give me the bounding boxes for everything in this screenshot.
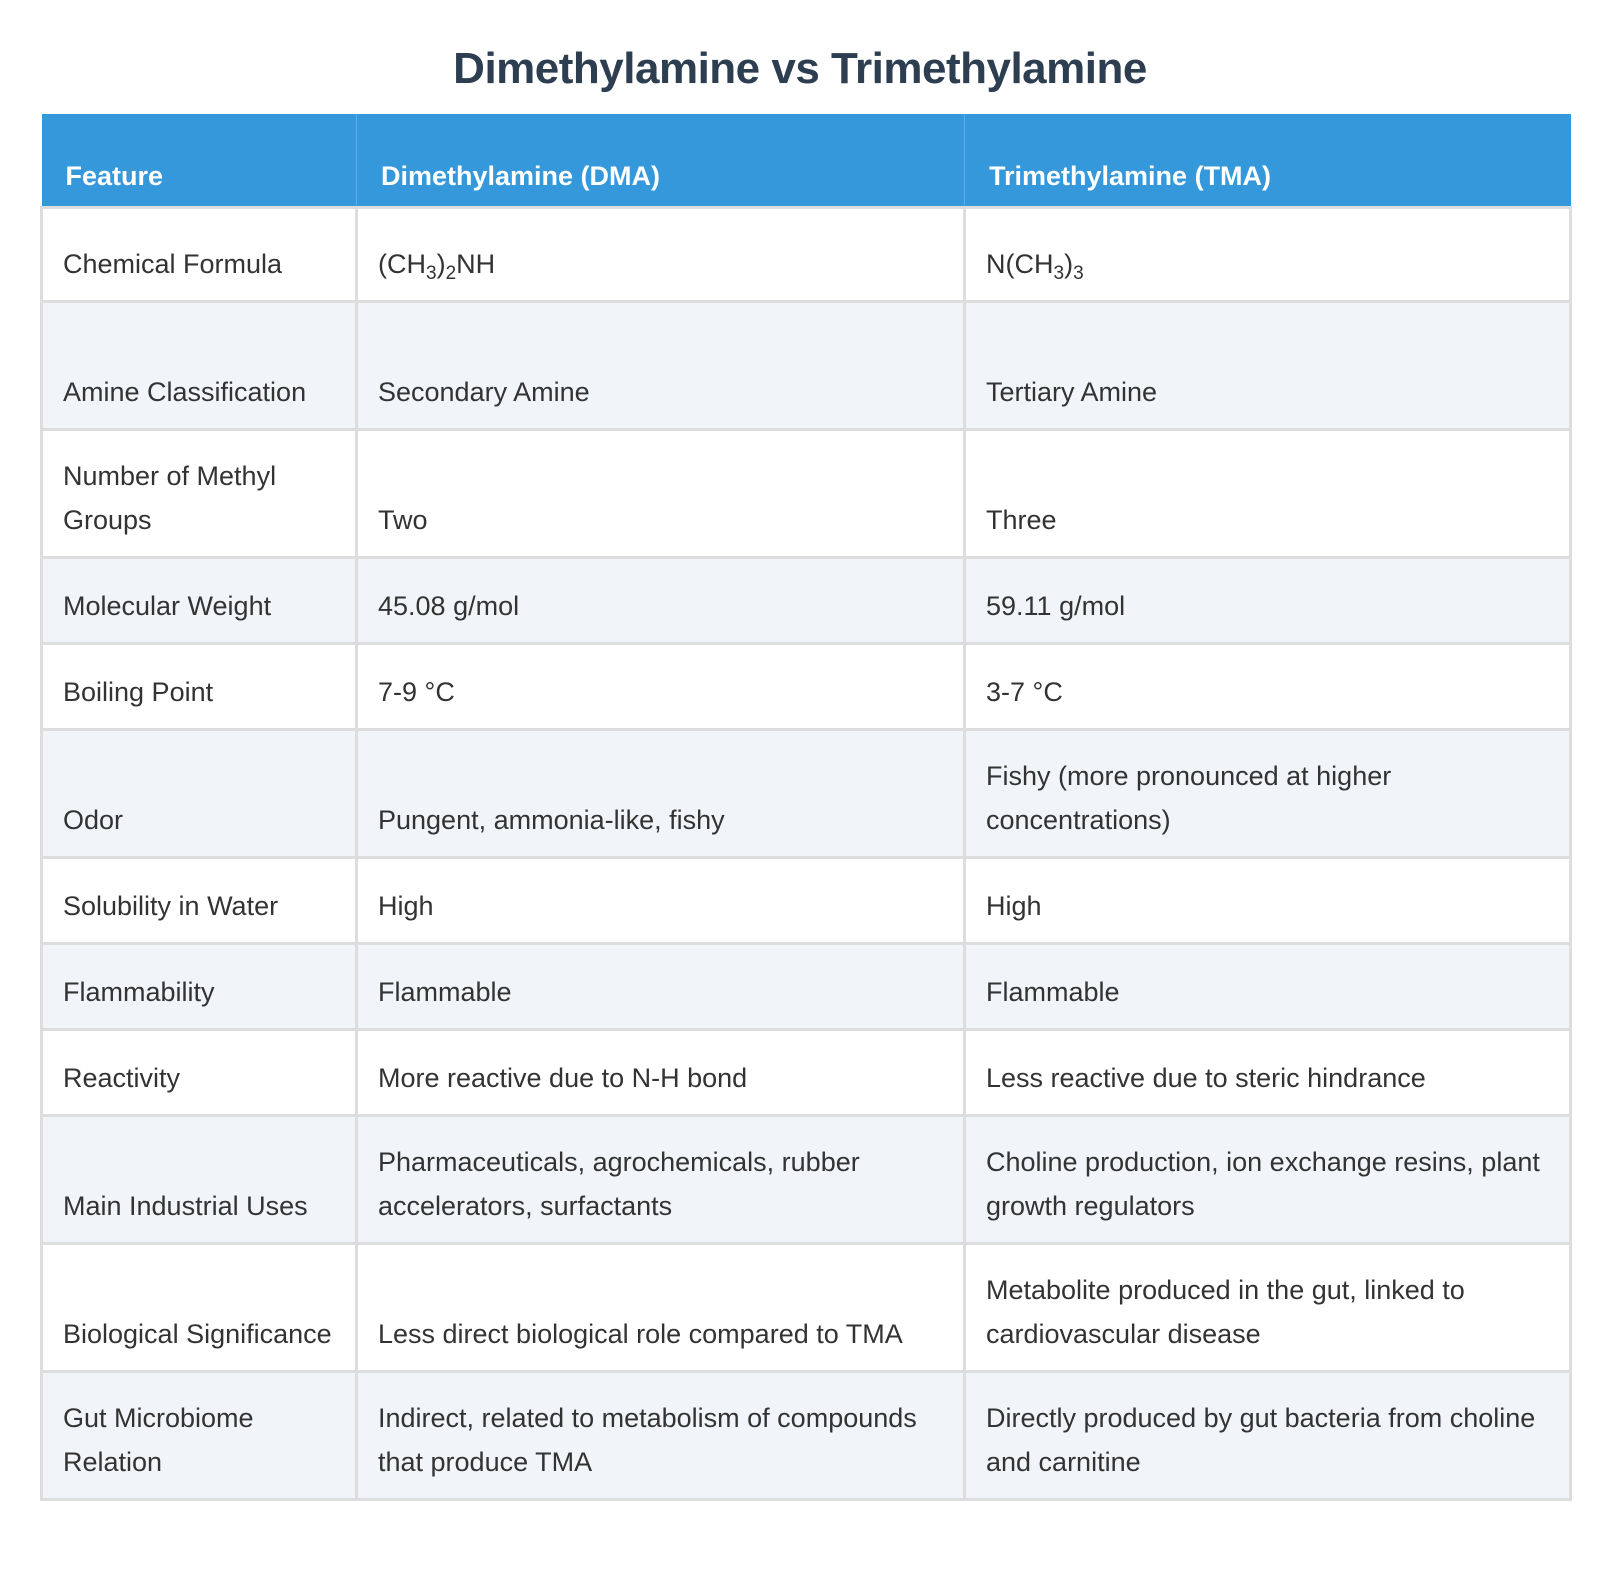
header-feature: Feature xyxy=(41,114,357,208)
cell-tma: 3-7 °C xyxy=(963,642,1572,731)
cell-tma: Fishy (more pronounced at higher concent… xyxy=(963,728,1572,859)
page-title: Dimethylamine vs Trimethylamine xyxy=(453,44,1147,93)
cell-tma: N(CH3)3 xyxy=(963,206,1572,303)
cell-feature: Boiling Point xyxy=(40,642,358,731)
cell-feature: Biological Significance xyxy=(40,1242,358,1373)
cell-dma: High xyxy=(355,856,966,945)
table-row: Chemical Formula (CH3)2NH N(CH3)3 xyxy=(40,206,1572,303)
table-row: Main Industrial Uses Pharmaceuticals, agr… xyxy=(40,1114,1572,1245)
cell-dma: Pungent, ammonia-like, fishy xyxy=(355,728,966,859)
cell-dma: Secondary Amine xyxy=(355,300,966,431)
table-row: Number of Methyl Groups Two Three xyxy=(40,428,1572,559)
table-row: Solubility in Water High High xyxy=(40,856,1572,945)
cell-feature: Molecular Weight xyxy=(40,556,358,645)
cell-feature: Main Industrial Uses xyxy=(40,1114,358,1245)
cell-tma: High xyxy=(963,856,1572,945)
cell-dma: Two xyxy=(355,428,966,559)
cell-tma: Three xyxy=(963,428,1572,559)
cell-feature: Chemical Formula xyxy=(40,206,358,303)
cell-tma: Flammable xyxy=(963,942,1572,1031)
cell-tma: Tertiary Amine xyxy=(963,300,1572,431)
header-dma: Dimethylamine (DMA) xyxy=(356,114,965,208)
header-tma: Trimethylamine (TMA) xyxy=(964,114,1571,208)
cell-tma: Choline production, ion exchange resins,… xyxy=(963,1114,1572,1245)
cell-tma: Directly produced by gut bacteria from c… xyxy=(963,1370,1572,1501)
cell-feature: Gut Microbiome Relation xyxy=(40,1370,358,1501)
cell-tma: 59.11 g/mol xyxy=(963,556,1572,645)
cell-dma: 45.08 g/mol xyxy=(355,556,966,645)
table-row: Molecular Weight 45.08 g/mol 59.11 g/mol xyxy=(40,556,1572,645)
cell-tma: Less reactive due to steric hindrance xyxy=(963,1028,1572,1117)
table-header-row: Feature Dimethylamine (DMA) Trimethylami… xyxy=(41,114,1571,208)
table-row: Reactivity More reactive due to N-H bond L… xyxy=(40,1028,1572,1117)
cell-dma: Less direct biological role compared to … xyxy=(355,1242,966,1373)
cell-dma: (CH3)2NH xyxy=(355,206,966,303)
table-row: Biological Significance Less direct biolo… xyxy=(40,1242,1572,1373)
cell-tma: Metabolite produced in the gut, linked t… xyxy=(963,1242,1572,1373)
cell-dma: Indirect, related to metabolism of compo… xyxy=(355,1370,966,1501)
comparison-table: Feature Dimethylamine (DMA) Trimethylami… xyxy=(40,114,1572,1501)
cell-dma: 7-9 °C xyxy=(355,642,966,731)
table-row: Amine Classification Secondary Amine Terti… xyxy=(40,300,1572,431)
table-row: Boiling Point 7-9 °C 3-7 °C xyxy=(40,642,1572,731)
table-row: Gut Microbiome Relation Indirect, related… xyxy=(40,1370,1572,1501)
table-row: Odor Pungent, ammonia-like, fishy Fishy (m… xyxy=(40,728,1572,859)
cell-feature: Reactivity xyxy=(40,1028,358,1117)
cell-feature: Odor xyxy=(40,728,358,859)
cell-feature: Solubility in Water xyxy=(40,856,358,945)
cell-feature: Number of Methyl Groups xyxy=(40,428,358,559)
table-row: Flammability Flammable Flammable xyxy=(40,942,1572,1031)
cell-feature: Amine Classification xyxy=(40,300,358,431)
cell-dma: Flammable xyxy=(355,942,966,1031)
cell-feature: Flammability xyxy=(40,942,358,1031)
cell-dma: Pharmaceuticals, agrochemicals, rubber a… xyxy=(355,1114,966,1245)
cell-dma: More reactive due to N-H bond xyxy=(355,1028,966,1117)
